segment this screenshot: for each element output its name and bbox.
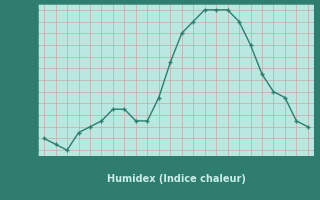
X-axis label: Humidex (Indice chaleur): Humidex (Indice chaleur): [107, 174, 245, 184]
